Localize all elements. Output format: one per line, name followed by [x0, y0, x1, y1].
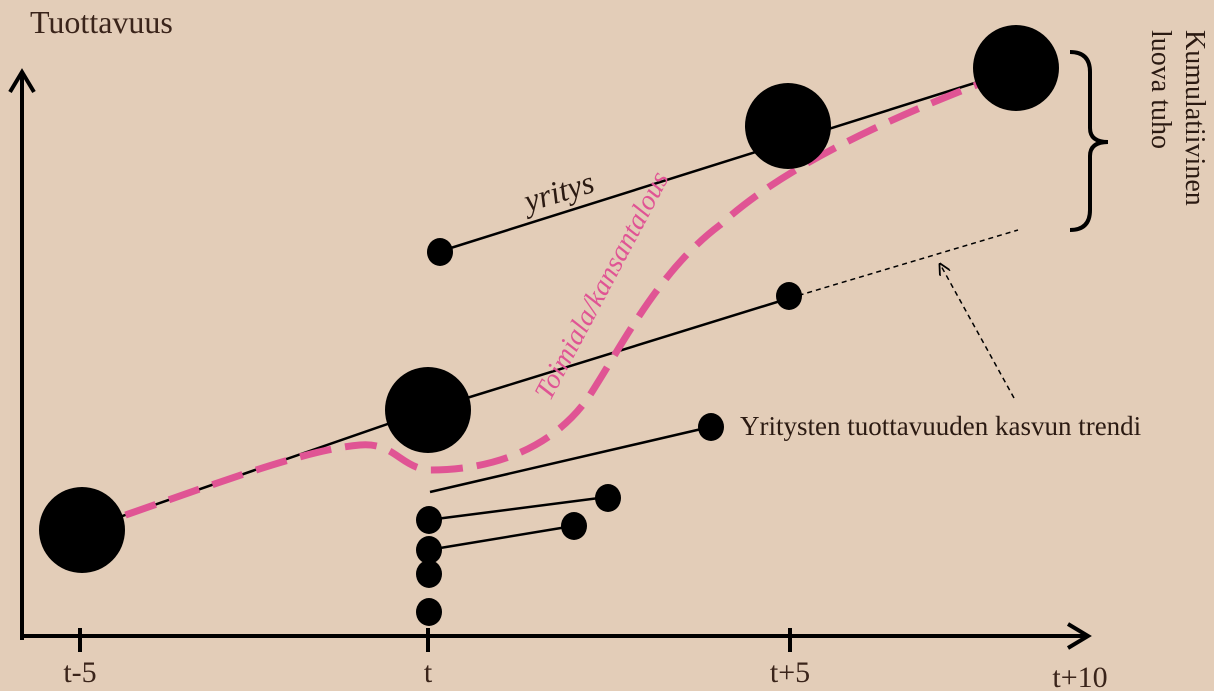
firm-dot-small-entrant-2 [416, 536, 442, 564]
cumulative-label-line2: luova tuho [1145, 30, 1176, 149]
firm-dot-small-lower-1-end [698, 413, 724, 441]
firm-dot-small-entrant-3 [416, 560, 442, 588]
firm-line-lower-1 [429, 425, 711, 494]
cumulative-label-line1: Kumulatiivinen [1179, 30, 1210, 206]
firm-dot-large-t+10 [973, 25, 1059, 111]
firm-dot-large-t+5 [745, 83, 831, 169]
firm-label: yritys [517, 163, 598, 219]
trend-annotation-arrow [940, 264, 1015, 399]
firm-dot-small-entrant-1 [416, 506, 442, 534]
x-tick-label-t-5: t-5 [63, 656, 96, 689]
x-tick-label-t+10: t+10 [1052, 661, 1107, 691]
x-tick-label-t+5: t+5 [770, 656, 810, 689]
firm-dot-large-t [385, 367, 471, 453]
firm-dot-small-lower-2-end [595, 484, 621, 512]
y-axis-arrowhead [8, 68, 36, 94]
y-axis-label: Tuottavuus [30, 4, 173, 40]
x-tick-label-t: t [424, 656, 433, 689]
trend-extension-line [789, 229, 1019, 299]
trend-label: Yritysten tuottavuuden kasvun trendi [740, 411, 1141, 441]
firm-line-lower-2 [427, 495, 608, 522]
firm-dot-large-t-5 [39, 487, 125, 573]
firm-line-lower-3 [427, 524, 574, 552]
firm-dot-small-lower-3-end [561, 512, 587, 540]
firm-dot-small-upper-start [427, 238, 453, 266]
firm-line-upper [437, 68, 1017, 254]
x-axis-arrowhead [1066, 622, 1092, 650]
industry-productivity-curve [80, 66, 1018, 534]
firm-line-middle [427, 296, 791, 412]
cumulative-brace [1069, 50, 1109, 232]
firm-dot-small-trend-end [776, 282, 802, 310]
firm-dot-small-entrant-4 [416, 598, 442, 626]
